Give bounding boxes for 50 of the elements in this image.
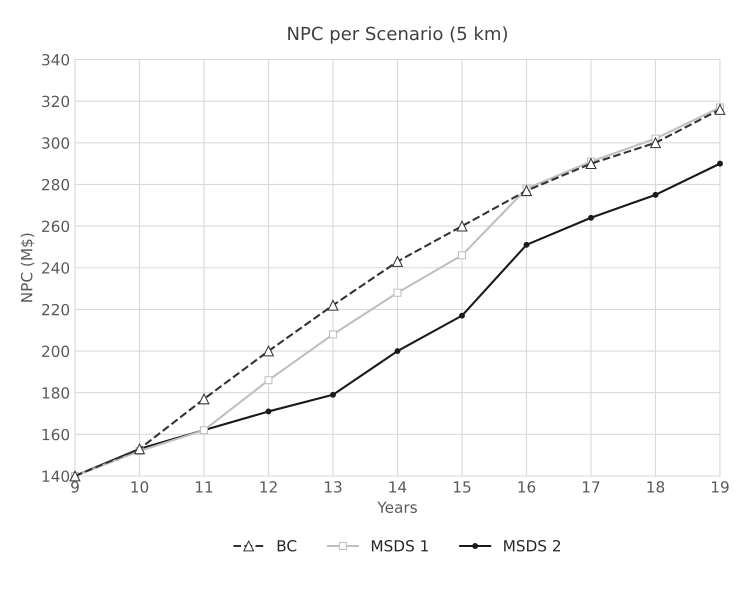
point: [266, 408, 272, 414]
point: [586, 158, 596, 170]
y-tick-label: 200: [42, 346, 70, 358]
x-tick-label: 10: [131, 481, 148, 493]
y-tick-label: 240: [42, 262, 70, 274]
x-tick-label: 13: [324, 481, 342, 493]
x-tick-label: 17: [582, 481, 600, 492]
legend-label: MSDS 1: [372, 540, 428, 552]
y-tick-label: 280: [42, 178, 70, 190]
point: [394, 348, 400, 354]
chart-title: NPC per Scenario (5 km): [288, 26, 507, 44]
point: [134, 444, 145, 454]
point: [329, 330, 337, 338]
point: [717, 160, 723, 167]
y-tick-label: 140: [42, 470, 70, 482]
point: [456, 220, 468, 232]
y-tick-label: 220: [42, 304, 70, 316]
point: [198, 394, 210, 404]
point: [263, 346, 274, 356]
legend-label: MSDS 2: [504, 540, 560, 552]
point: [328, 300, 338, 311]
x-tick-label: 12: [260, 481, 277, 492]
point: [652, 192, 658, 198]
point: [459, 312, 465, 319]
x-tick-label: 11: [196, 481, 212, 492]
x-tick-label: 14: [389, 481, 406, 492]
x-tick-label: 9: [71, 481, 79, 493]
point: [650, 137, 661, 148]
x-tick-label: 19: [712, 481, 729, 493]
point: [394, 288, 402, 297]
point: [264, 376, 272, 384]
point: [524, 242, 530, 248]
point: [392, 256, 403, 267]
y-tick-label: 180: [42, 387, 70, 399]
point: [330, 392, 336, 398]
x-tick-label: 16: [518, 481, 536, 493]
x-tick-label: 18: [647, 481, 664, 493]
x-axis-title: Years: [377, 502, 417, 514]
y-tick-label: 320: [42, 96, 70, 108]
point: [588, 214, 594, 221]
y-tick-label: 300: [42, 137, 70, 149]
x-tick-label: 15: [454, 481, 470, 493]
point: [521, 185, 532, 196]
y-axis-title: NPC (M$): [20, 234, 34, 302]
legend-label: BC: [278, 540, 296, 552]
y-tick-label: 160: [42, 428, 70, 440]
point: [458, 251, 466, 260]
y-tick-label: 260: [42, 220, 70, 232]
y-tick-label: 340: [42, 54, 70, 66]
point: [714, 104, 726, 115]
